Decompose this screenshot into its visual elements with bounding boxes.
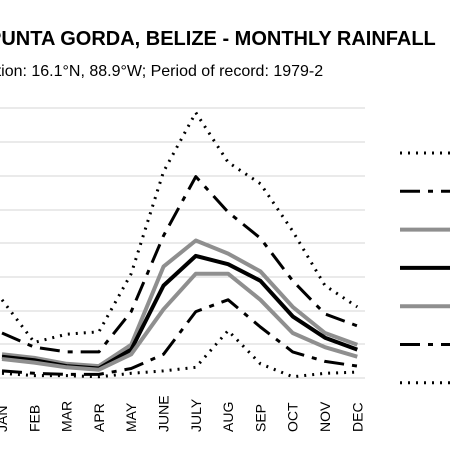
x-tick-label-july: JULY [188,398,204,432]
x-tick-label-sep: SEP [252,404,268,432]
x-tick-label-mar: MAR [59,401,75,432]
x-tick-label-dec: DEC [349,402,365,432]
gridlines [0,107,365,379]
chart-subtitle: Location: 16.1°N, 88.9°W; Period of reco… [0,63,323,80]
series-7-line [1,329,358,379]
series-6-line [1,298,358,376]
x-tick-label-nov: NOV [317,401,333,432]
x-tick-label-oct: OCT [285,402,301,432]
x-tick-label-may: MAY [123,402,139,432]
x-tick-label-aug: AUG [220,402,236,432]
legend [400,151,450,385]
series-2-line [1,175,358,354]
x-tick-label-june: JUNE [156,395,172,432]
x-tick-label-jan: JAN [0,406,10,432]
chart-title: PUNTA GORDA, BELIZE - MONTHLY RAINFALL [0,28,436,50]
x-tick-label-feb: FEB [26,405,42,432]
x-tick-label-apr: APR [91,403,107,432]
series-3-line [1,238,358,369]
series-lines [0,111,359,379]
series-5-line [1,271,358,372]
series-1-line [0,111,359,344]
x-axis-tick-labels: JAN FEB MAR APR MAY JUNE JULY AUG SEP OCT NOV DEC [0,395,365,432]
